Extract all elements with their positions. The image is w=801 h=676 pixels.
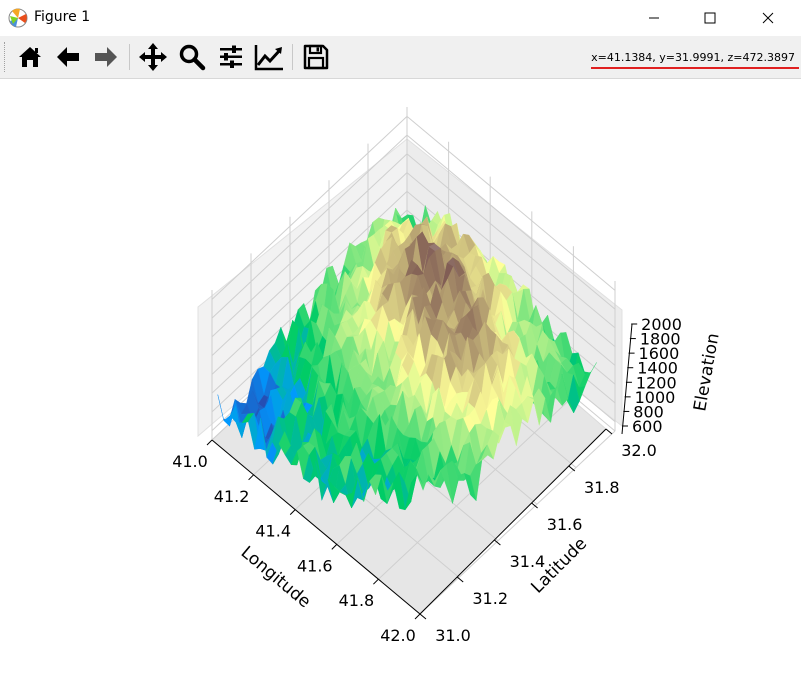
surface-facet bbox=[464, 472, 477, 502]
floppy-disk-icon bbox=[303, 44, 329, 70]
y-axis-ticks: 31.031.231.431.631.832.0 bbox=[419, 428, 657, 645]
y-tick-mark bbox=[494, 539, 501, 546]
z-tick-label: 800 bbox=[633, 402, 664, 421]
configure-subplots-button[interactable] bbox=[215, 41, 247, 73]
x-tick-mark bbox=[248, 474, 254, 481]
arrow-left-icon bbox=[57, 47, 79, 67]
forward-button[interactable] bbox=[90, 41, 122, 73]
x-tick-mark bbox=[206, 439, 213, 446]
close-icon bbox=[762, 12, 774, 24]
line-chart-icon bbox=[254, 45, 283, 71]
edit-axes-button[interactable] bbox=[253, 41, 285, 73]
x-tick-label: 41.2 bbox=[214, 487, 250, 506]
maximize-button[interactable] bbox=[687, 0, 733, 36]
minimize-icon bbox=[649, 17, 659, 19]
window-title: Figure 1 bbox=[34, 9, 91, 25]
z-tick-label: 1200 bbox=[636, 373, 677, 392]
y-tick-label: 31.8 bbox=[584, 478, 620, 497]
y-tick-label: 31.2 bbox=[472, 589, 508, 608]
maximize-icon bbox=[704, 12, 716, 24]
move-icon bbox=[139, 43, 167, 71]
annotation-underline bbox=[591, 67, 799, 69]
z-tick-label: 1000 bbox=[635, 388, 676, 407]
sliders-icon bbox=[220, 45, 242, 68]
x-tick-label: 41.4 bbox=[255, 522, 291, 541]
save-button[interactable] bbox=[300, 41, 332, 73]
y-tick-mark bbox=[531, 502, 538, 509]
y-tick-mark bbox=[456, 576, 464, 583]
surface-plot[interactable]: 41.041.241.441.641.842.0 31.031.231.431.… bbox=[0, 79, 801, 676]
zoom-button[interactable] bbox=[176, 41, 208, 73]
back-button[interactable] bbox=[52, 41, 84, 73]
magnifier-icon bbox=[179, 44, 206, 71]
cursor-coordinates: x=41.1384, y=31.9991, z=472.3897 bbox=[591, 51, 795, 64]
x-tick-mark bbox=[289, 509, 296, 515]
y-tick-label: 31.4 bbox=[510, 552, 546, 571]
x-axis-label: Longitude bbox=[237, 543, 315, 613]
z-tick-label: 1400 bbox=[637, 359, 678, 378]
axis-lines bbox=[211, 323, 633, 615]
minimize-button[interactable] bbox=[631, 0, 677, 36]
x-tick-label: 41.0 bbox=[172, 452, 208, 471]
y-tick-label: 31.6 bbox=[547, 515, 583, 534]
x-tick-mark bbox=[373, 578, 379, 585]
terrain-surface bbox=[217, 205, 597, 511]
surface-facet bbox=[404, 474, 418, 511]
arrow-right-icon bbox=[95, 47, 117, 67]
x-tick-mark bbox=[331, 544, 338, 550]
y-tick-label: 31.0 bbox=[435, 626, 471, 645]
y-tick-mark bbox=[605, 428, 613, 435]
y-tick-label: 32.0 bbox=[621, 441, 657, 460]
y-tick-mark bbox=[568, 465, 576, 472]
title-bar: Figure 1 bbox=[0, 0, 801, 36]
x-tick-mark bbox=[414, 613, 421, 620]
navigation-toolbar bbox=[0, 36, 801, 79]
z-axis-label: Elevation bbox=[690, 332, 723, 413]
home-button[interactable] bbox=[14, 41, 46, 73]
y-tick-mark bbox=[419, 613, 427, 620]
z-tick-label: 600 bbox=[632, 417, 663, 436]
x-tick-label: 42.0 bbox=[380, 626, 416, 645]
toolbar-separator bbox=[129, 44, 130, 70]
x-tick-label: 41.8 bbox=[339, 591, 375, 610]
toolbar-separator bbox=[292, 44, 293, 70]
x-axis-ticks: 41.0 41.2 41.4 41.6 41.8 42.0 bbox=[172, 439, 421, 645]
home-icon bbox=[19, 47, 41, 67]
matplotlib-logo-icon bbox=[8, 8, 28, 28]
pan-button[interactable] bbox=[137, 41, 169, 73]
z-tick-label: 1600 bbox=[639, 344, 680, 363]
toolbar-grip[interactable] bbox=[4, 42, 8, 72]
x-tick-label: 41.6 bbox=[297, 556, 333, 575]
z-tick-label: 2000 bbox=[641, 315, 682, 334]
close-button[interactable] bbox=[745, 0, 791, 36]
z-tick-label: 1800 bbox=[640, 330, 681, 349]
